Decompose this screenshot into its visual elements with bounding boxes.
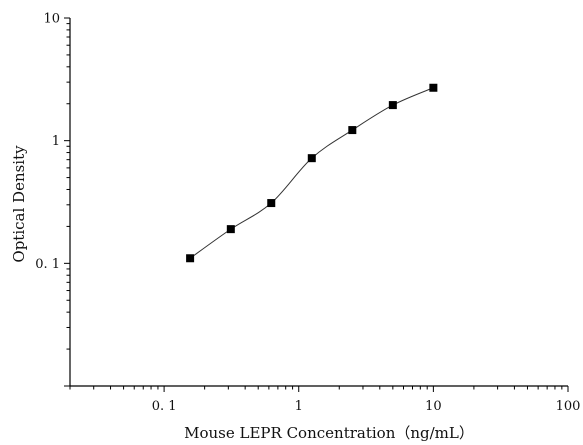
x-tick-label: 1 [295, 399, 303, 414]
x-ticks: 0. 1 1 10 100 [69, 386, 581, 414]
y-tick-label: 0. 1 [35, 257, 60, 272]
data-point [186, 254, 195, 263]
x-tick-label: 100 [556, 399, 581, 414]
x-axis-title: Mouse LEPR Concentration（ng/mL） [184, 424, 474, 442]
y-ticks: 0. 1 1 10 [35, 12, 70, 387]
y-tick-label: 1 [52, 134, 60, 149]
data-point [388, 101, 397, 110]
fit-curve [189, 87, 434, 259]
data-point [307, 154, 316, 163]
data-point [226, 225, 235, 234]
data-point [267, 199, 276, 208]
x-tick-label: 0. 1 [152, 399, 177, 414]
y-tick-label: 10 [43, 12, 60, 27]
y-axis-title: Optical Density [10, 145, 28, 263]
axes [69, 18, 568, 387]
data-point [348, 126, 357, 135]
data-markers [186, 83, 438, 263]
x-tick-label: 10 [425, 399, 442, 414]
data-point [429, 83, 438, 92]
